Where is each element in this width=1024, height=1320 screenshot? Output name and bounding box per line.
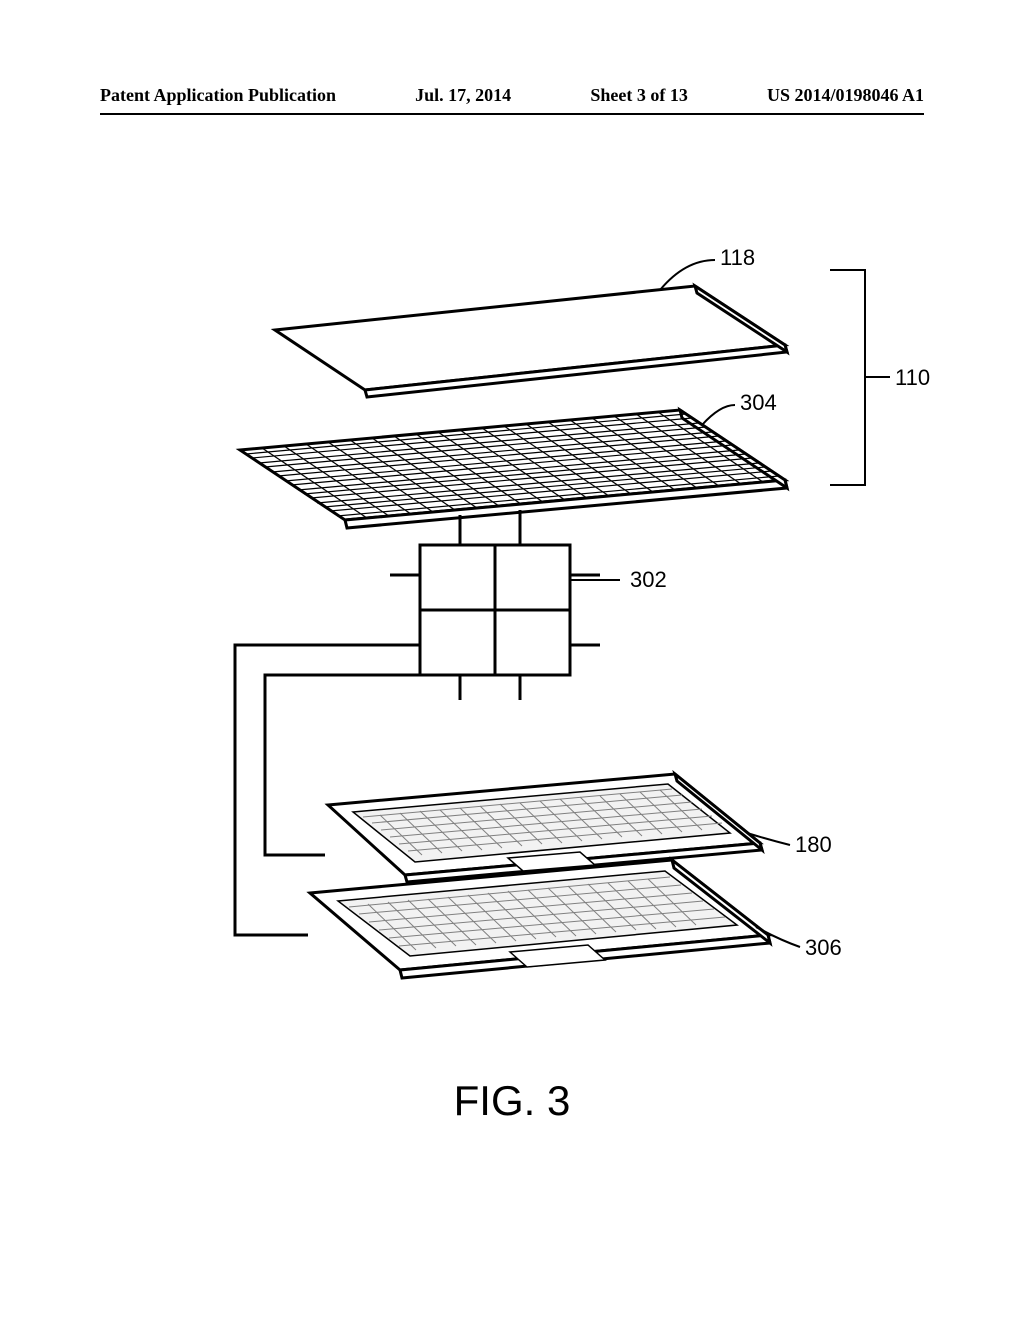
- ref-110: 110: [895, 365, 930, 391]
- header-underline: [100, 113, 924, 115]
- figure-caption: FIG. 3: [90, 1077, 934, 1125]
- ref-304: 304: [740, 390, 777, 416]
- ref-180: 180: [795, 832, 832, 858]
- layer-180-keyboard: [328, 774, 762, 882]
- pub-type-label: Patent Application Publication: [100, 85, 336, 106]
- page-header: Patent Application Publication Jul. 17, …: [90, 85, 934, 110]
- ref-302: 302: [630, 567, 667, 593]
- sheet-label: Sheet 3 of 13: [590, 85, 688, 106]
- layer-118: [275, 286, 787, 397]
- ref-306: 306: [805, 935, 842, 961]
- detail-302: [390, 510, 600, 700]
- diagram-svg: [90, 235, 934, 1005]
- layer-306-keyboard: [310, 860, 770, 978]
- layer-304: [240, 410, 787, 528]
- ref-118: 118: [720, 245, 755, 271]
- pub-number-label: US 2014/0198046 A1: [767, 85, 924, 106]
- page-frame: Patent Application Publication Jul. 17, …: [90, 65, 934, 1255]
- pub-date-label: Jul. 17, 2014: [415, 85, 511, 106]
- figure-diagram: 118 304 110 302 180 306 FIG. 3: [90, 235, 934, 1135]
